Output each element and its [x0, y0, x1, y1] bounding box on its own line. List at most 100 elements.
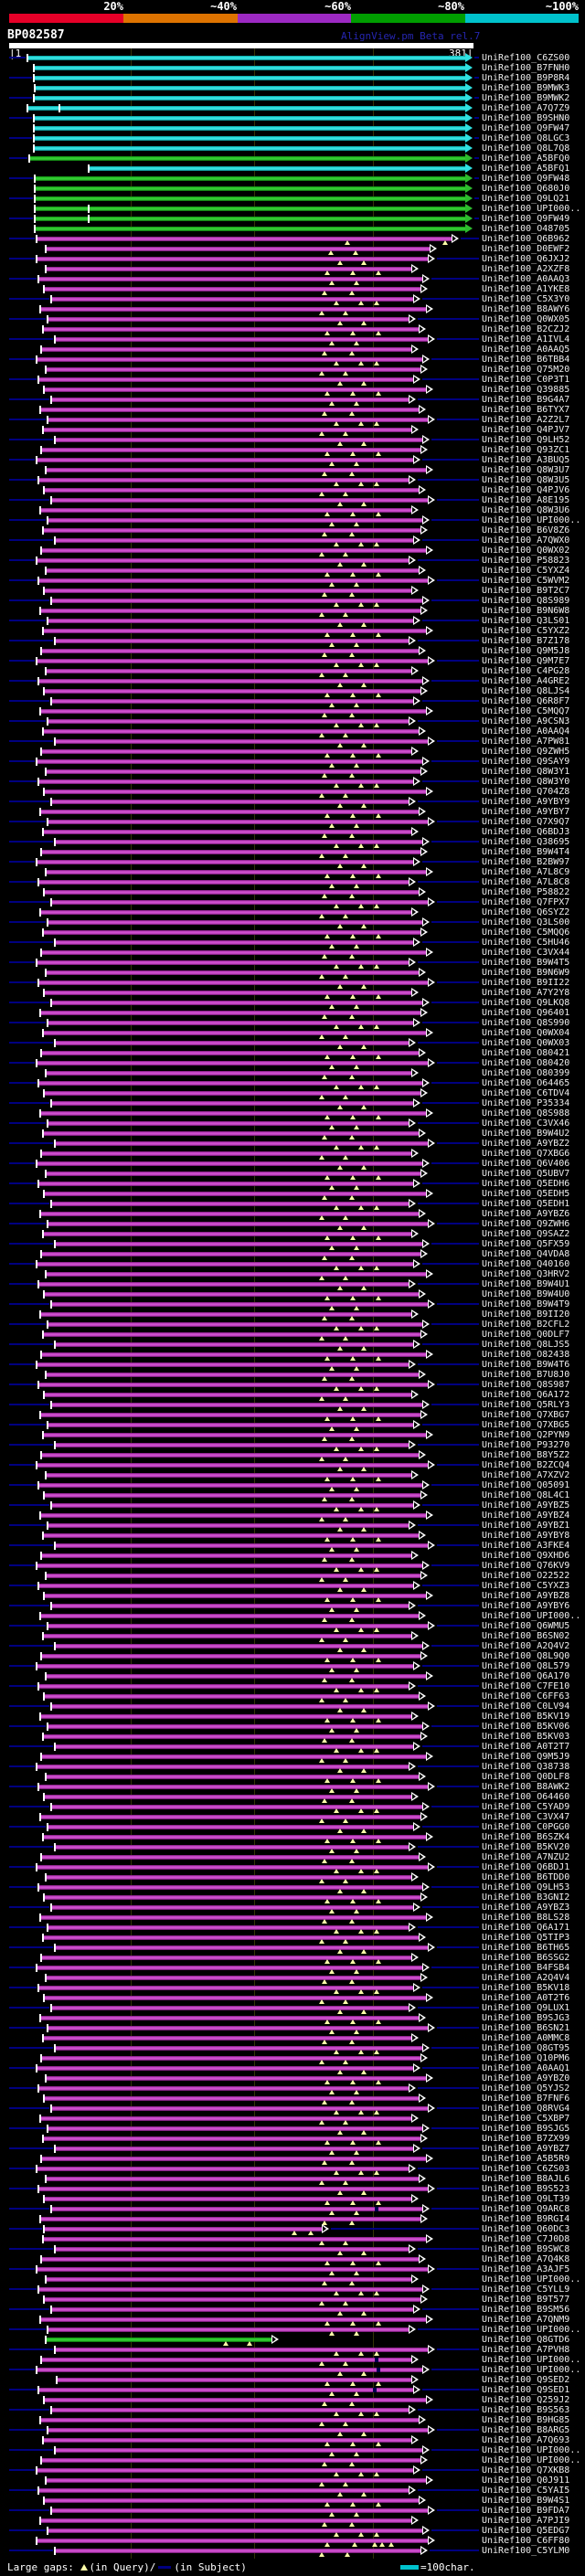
row-label[interactable]: UniRef100_Q5RLY3 [482, 1399, 570, 1410]
row-label[interactable]: UniRef100_Q8W3U6 [482, 504, 570, 515]
alignment-row[interactable]: UniRef100_A7Q693 [0, 2434, 585, 2446]
row-label[interactable]: UniRef100_B5KV20 [482, 1841, 570, 1852]
alignment-row[interactable]: UniRef100_Q6BDJ1 [0, 1861, 585, 1873]
row-label[interactable]: UniRef100_UPI000.. [482, 1610, 581, 1621]
row-label[interactable]: UniRef100_Q9SED1 [482, 2384, 570, 2395]
alignment-row[interactable]: UniRef100_C5XBP7 [0, 2113, 585, 2125]
row-label[interactable]: UniRef100_A7Q7Z9 [482, 102, 570, 113]
row-label[interactable]: UniRef100_Q8L7Q8 [482, 143, 570, 154]
row-label[interactable]: UniRef100_Q9LQ21 [482, 193, 570, 204]
alignment-row[interactable]: UniRef100_C6TDV4 [0, 1087, 585, 1099]
alignment-row[interactable]: UniRef100_Q39885 [0, 384, 585, 396]
row-label[interactable]: UniRef100_Q6JXJ2 [482, 253, 570, 264]
alignment-row[interactable]: UniRef100_Q60DC3 [0, 2223, 585, 2235]
alignment-row[interactable]: UniRef100_Q9SAZ2 [0, 1228, 585, 1240]
alignment-row[interactable]: UniRef100_B9II20 [0, 1309, 585, 1320]
alignment-row[interactable]: UniRef100_Q9LT39 [0, 2193, 585, 2205]
alignment-row[interactable]: UniRef100_Q0WX02 [0, 545, 585, 557]
row-label[interactable]: UniRef100_Q9ZWH5 [482, 746, 570, 757]
row-label[interactable]: UniRef100_Q5EDH1 [482, 1198, 570, 1209]
alignment-row[interactable]: UniRef100_Q6JXJ2 [0, 253, 585, 265]
alignment-row[interactable]: UniRef100_B8Y5Z2 [0, 1449, 585, 1461]
alignment-row[interactable]: UniRef100_Q8S987 [0, 1379, 585, 1391]
row-label[interactable]: UniRef100_UPI000.. [482, 2364, 581, 2375]
row-label[interactable]: UniRef100_B6SN21 [482, 2022, 570, 2033]
row-label[interactable]: UniRef100_B9SJG3 [482, 2012, 570, 2023]
row-label[interactable]: UniRef100_A8E195 [482, 494, 570, 505]
alignment-row[interactable]: UniRef100_A5BFQ0 [0, 153, 585, 164]
alignment-row[interactable]: UniRef100_B5KV18 [0, 1982, 585, 1994]
row-label[interactable]: UniRef100_Q2PYN9 [482, 1429, 570, 1440]
row-label[interactable]: UniRef100_C5HU46 [482, 937, 570, 948]
row-label[interactable]: UniRef100_Q9LH52 [482, 434, 570, 445]
row-label[interactable]: UniRef100_B9W4T9 [482, 1299, 570, 1309]
alignment-row[interactable]: UniRef100_Q9ARC8 [0, 2203, 585, 2215]
row-label[interactable]: UniRef100_Q0J911 [482, 2475, 570, 2486]
alignment-row[interactable]: UniRef100_B2CFL2 [0, 1319, 585, 1330]
alignment-row[interactable]: UniRef100_Q93ZC1 [0, 444, 585, 456]
alignment-row[interactable]: UniRef100_C3VX44 [0, 947, 585, 959]
alignment-row[interactable]: UniRef100_Q9M5J8 [0, 645, 585, 657]
row-label[interactable]: UniRef100_Q9LT39 [482, 2193, 570, 2204]
alignment-row[interactable]: UniRef100_Q9FW47 [0, 122, 585, 133]
alignment-row[interactable]: UniRef100_Q40160 [0, 1258, 585, 1270]
alignment-row[interactable]: UniRef100_Q9FW49 [0, 213, 585, 224]
alignment-row[interactable]: UniRef100_B5KV20 [0, 1841, 585, 1853]
alignment-row[interactable]: UniRef100_A9YBZ3 [0, 1902, 585, 1913]
alignment-row[interactable]: UniRef100_B9W4S1 [0, 2495, 585, 2507]
row-label[interactable]: UniRef100_Q680J0 [482, 183, 570, 194]
row-label[interactable]: UniRef100_B9W4S1 [482, 2495, 570, 2506]
row-label[interactable]: UniRef100_B5KV19 [482, 1711, 570, 1722]
alignment-row[interactable]: UniRef100_B6SN02 [0, 1630, 585, 1642]
row-label[interactable]: UniRef100_A9YBZ7 [482, 2143, 570, 2154]
row-label[interactable]: UniRef100_A3FKE4 [482, 1540, 570, 1551]
row-label[interactable]: UniRef100_Q704Z8 [482, 786, 570, 797]
row-label[interactable]: UniRef100_B8AWY6 [482, 303, 570, 314]
row-label[interactable]: UniRef100_B7Z178 [482, 635, 570, 646]
row-label[interactable]: UniRef100_A2XZF8 [482, 263, 570, 274]
row-label[interactable]: UniRef100_O82438 [482, 1349, 570, 1360]
row-label[interactable]: UniRef100_B9MWK3 [482, 82, 570, 93]
alignment-row[interactable]: UniRef100_B9FDA7 [0, 2505, 585, 2517]
alignment-row[interactable]: UniRef100_A9YBY9 [0, 796, 585, 808]
row-label[interactable]: UniRef100_Q9LKQ8 [482, 997, 570, 1008]
row-label[interactable]: UniRef100_A2Q4V4 [482, 1972, 570, 1983]
row-label[interactable]: UniRef100_B9HG85 [482, 2414, 570, 2425]
alignment-row[interactable]: UniRef100_UPI000.. [0, 1610, 585, 1622]
row-label[interactable]: UniRef100_Q38738 [482, 1761, 570, 1772]
alignment-row[interactable]: UniRef100_O64460 [0, 1791, 585, 1803]
alignment-row[interactable]: UniRef100_Q8RVG4 [0, 2103, 585, 2115]
alignment-row[interactable]: UniRef100_A4GRE2 [0, 675, 585, 687]
row-label[interactable]: UniRef100_Q8S988 [482, 1108, 570, 1118]
alignment-row[interactable]: UniRef100_A2Q4V2 [0, 1640, 585, 1652]
row-label[interactable]: UniRef100_C3VX44 [482, 947, 570, 958]
row-label[interactable]: UniRef100_UPI000.. [482, 203, 581, 214]
alignment-row[interactable]: UniRef100_A9YBY8 [0, 1530, 585, 1542]
row-label[interactable]: UniRef100_Q9FW49 [482, 213, 570, 224]
alignment-row[interactable]: UniRef100_A0AAQ5 [0, 344, 585, 355]
alignment-row[interactable]: UniRef100_Q0WX04 [0, 1027, 585, 1039]
row-label[interactable]: UniRef100_C4PG28 [482, 665, 570, 676]
row-label[interactable]: UniRef100_B2BW97 [482, 856, 570, 867]
row-label[interactable]: UniRef100_Q3HRV2 [482, 1268, 570, 1279]
alignment-row[interactable]: UniRef100_Q6R8F7 [0, 695, 585, 707]
alignment-row[interactable]: UniRef100_Q75M20 [0, 364, 585, 376]
row-label[interactable]: UniRef100_UPI000.. [482, 2274, 581, 2284]
row-label[interactable]: UniRef100_Q7FPX7 [482, 896, 570, 907]
row-label[interactable]: UniRef100_B9W4U0 [482, 1288, 570, 1299]
row-label[interactable]: UniRef100_A9YBZ8 [482, 1590, 570, 1601]
alignment-row[interactable]: UniRef100_Q8L7Q8 [0, 143, 585, 154]
alignment-row[interactable]: UniRef100_Q8W3Y0 [0, 776, 585, 788]
alignment-row[interactable]: UniRef100_B5KV06 [0, 1721, 585, 1733]
row-label[interactable]: UniRef100_C5X3Y0 [482, 293, 570, 304]
alignment-row[interactable]: UniRef100_B9W4T9 [0, 1299, 585, 1310]
alignment-row[interactable]: UniRef100_Q9M5J9 [0, 1751, 585, 1763]
alignment-row[interactable]: UniRef100_Q6B962 [0, 233, 585, 245]
alignment-row[interactable]: UniRef100_P35334 [0, 1097, 585, 1109]
alignment-row[interactable]: UniRef100_Q3HRV2 [0, 1268, 585, 1280]
row-label[interactable]: UniRef100_Q75M20 [482, 364, 570, 375]
row-label[interactable]: UniRef100_P58822 [482, 886, 570, 897]
alignment-row[interactable]: UniRef100_UPI000.. [0, 2444, 585, 2456]
alignment-row[interactable]: UniRef100_C5X3Y0 [0, 293, 585, 305]
row-label[interactable]: UniRef100_B8ARG5 [482, 2424, 570, 2435]
